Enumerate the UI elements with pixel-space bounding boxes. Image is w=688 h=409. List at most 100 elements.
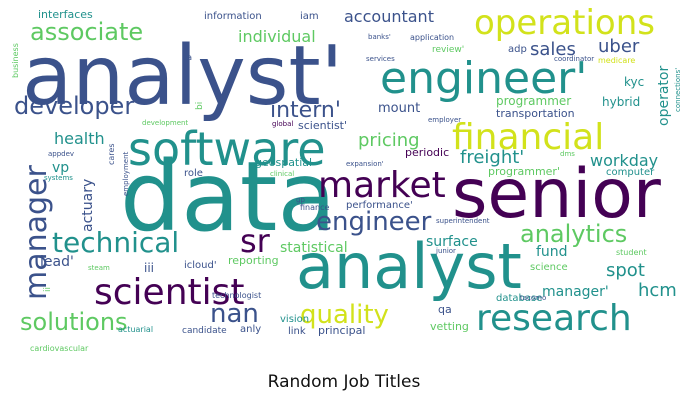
word-engineer: engineer <box>316 207 432 237</box>
word-medicare: medicare <box>598 56 635 65</box>
word-systems: systems <box>44 174 73 182</box>
word-cardiovascular: cardiovascular <box>30 344 89 353</box>
word-technical: technical <box>52 226 179 259</box>
word-actuarial: actuarial <box>118 325 153 334</box>
word-vision: vision <box>280 314 309 325</box>
word-data: data <box>120 141 336 253</box>
word-expansion: expansion' <box>346 160 384 168</box>
word-quality: quality <box>300 300 389 330</box>
word-uber: uber <box>598 36 640 57</box>
word-analyst: analyst' <box>22 29 343 124</box>
word-database: database <box>496 293 542 304</box>
word-intern: intern' <box>270 98 341 123</box>
word-science: science <box>530 262 568 273</box>
word-solutions: solutions <box>20 308 128 336</box>
word-interfaces: interfaces <box>38 8 93 21</box>
word-engineer: engineer' <box>380 53 587 104</box>
word-performance: performance' <box>346 200 413 211</box>
word-role: role <box>184 168 203 179</box>
word-individual: individual <box>238 27 316 46</box>
word-developer: developer' <box>14 92 141 120</box>
word-operations: operations <box>474 3 655 43</box>
word-market: market <box>318 165 446 206</box>
word-surface: surface <box>426 234 478 250</box>
word-appdev: appdev <box>48 150 74 158</box>
word-analyst: analyst <box>296 230 522 303</box>
word-cares: cares <box>107 143 116 165</box>
word-connections: connections' <box>674 68 682 112</box>
figure-title: Random Job Titles <box>267 372 421 392</box>
word-scientist: scientist <box>94 272 245 313</box>
word-iii: iii <box>144 261 154 275</box>
word-spot: spot <box>606 260 645 281</box>
word-student: student <box>616 248 647 257</box>
word-review: review' <box>432 45 464 55</box>
word-banks: banks' <box>368 33 391 41</box>
word-sr: sr <box>240 222 271 260</box>
word-scientist: scientist' <box>298 119 347 132</box>
word-hybrid: hybrid <box>602 95 640 109</box>
word-icloud: icloud' <box>184 260 217 271</box>
word-information: information <box>204 11 262 22</box>
word-dms: dms <box>560 150 575 158</box>
word-financial: financial <box>452 117 604 158</box>
word-gp: gp <box>296 196 305 204</box>
word-programmer: programmer <box>496 94 571 108</box>
word-coordinator: coordinator <box>554 55 594 63</box>
word-freight: freight' <box>460 147 524 168</box>
word-manager: manager' <box>542 284 609 300</box>
word-services: services <box>366 55 395 63</box>
word-lead: lead' <box>40 254 74 270</box>
word-bi: bi <box>195 102 205 110</box>
word-anly: anly <box>240 324 261 335</box>
word-transportation: transportation <box>496 107 575 120</box>
word-hcm: hcm <box>638 280 677 301</box>
word-employer: employer <box>428 116 461 124</box>
word-pricing: pricing <box>358 130 420 151</box>
word-reporting: reporting <box>228 254 279 267</box>
word-global: global <box>272 120 293 128</box>
word-finance: finance <box>300 203 329 212</box>
word-statistical: statistical <box>280 240 348 256</box>
word-software: software <box>128 122 326 176</box>
word-associate: associate <box>30 18 143 46</box>
word-business: business <box>11 43 20 78</box>
word-tacomo: tacomo <box>520 294 546 302</box>
word-mount: mount <box>378 101 420 116</box>
word-sales: sales <box>530 39 576 60</box>
word-development: development <box>142 119 188 127</box>
word-analytics: analytics <box>520 220 627 248</box>
word-geospatial: geospatial <box>255 156 312 169</box>
word-workday: workday <box>590 151 658 170</box>
word-kyc: kyc <box>624 75 644 89</box>
word-vp: vp <box>52 160 69 176</box>
word-health: health <box>54 129 105 148</box>
word-accountant: accountant <box>344 7 434 26</box>
word-junior: junior <box>435 247 456 255</box>
word-ba: ba <box>182 53 192 62</box>
word-technologist: technologist <box>212 291 261 300</box>
word-adp: adp <box>508 44 527 55</box>
word-programmer: programmer' <box>488 165 560 178</box>
word-superintendent: superintendent <box>436 217 490 225</box>
word-research: research <box>476 298 632 339</box>
word-actuary: actuary <box>80 179 96 232</box>
word-steam: steam <box>88 264 110 272</box>
word-clinical: clinical <box>270 170 294 178</box>
word-computer: computer <box>606 167 655 178</box>
word-operator: operator <box>656 66 672 126</box>
word-iam: iam <box>300 11 319 22</box>
word-ii: ii <box>43 287 53 292</box>
word-senior: senior <box>452 155 661 234</box>
word-periodic: periodic <box>405 146 449 159</box>
word-application: application <box>410 33 454 42</box>
word-principal: principal <box>318 324 365 337</box>
word-employment: employment <box>122 151 130 196</box>
word-manager: manager <box>19 164 54 300</box>
word-candidate: candidate <box>182 326 227 336</box>
word-fund: fund <box>536 244 568 260</box>
word-nan: nan <box>210 299 259 329</box>
word-vetting: vetting <box>430 320 469 333</box>
